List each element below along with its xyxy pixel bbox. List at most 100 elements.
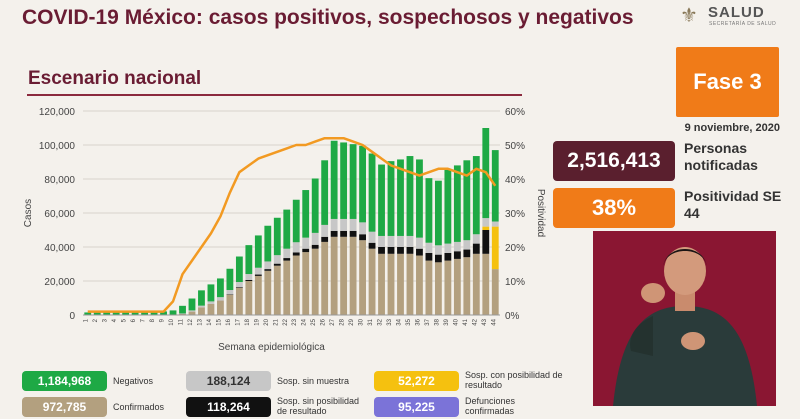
- bar-segment: [188, 298, 196, 311]
- bar-segment: [406, 156, 414, 236]
- bar-segment: [273, 263, 281, 266]
- bar-segment: [226, 294, 234, 315]
- bar-segment: [387, 235, 395, 247]
- y2-tick-label: 30%: [505, 209, 525, 220]
- bar-segment: [453, 241, 461, 252]
- bar-segment: [416, 255, 423, 315]
- bar-segment: [131, 311, 139, 315]
- bar-segment: [254, 275, 262, 315]
- bar-segment: [311, 232, 319, 245]
- x-tick-label: 36: [415, 318, 421, 325]
- bar-segment: [416, 159, 423, 238]
- x-tick-label: 10: [169, 318, 175, 325]
- bar-segment: [482, 218, 490, 227]
- x-tick-label: 5: [122, 318, 128, 322]
- bar-segment: [160, 311, 167, 315]
- bar-segment: [387, 161, 395, 236]
- y2-axis-title: Positividad: [535, 189, 546, 237]
- bar-segment: [122, 311, 130, 315]
- bar-segment: [434, 262, 442, 315]
- bar-segment: [463, 240, 471, 250]
- bar-segment: [283, 260, 291, 315]
- bar-segment: [472, 253, 480, 315]
- bar-segment: [254, 267, 262, 275]
- bar-segment: [311, 178, 319, 233]
- x-tick-label: 41: [463, 318, 469, 325]
- bar-segment: [292, 255, 300, 315]
- bar-segment: [330, 140, 338, 219]
- x-tick-label: 24: [302, 318, 308, 325]
- stacked-bar-chart: 0 20,000 40,000 60,000 80,000 100,000 120,000 0…: [23, 107, 546, 353]
- x-tick-label: 40: [453, 318, 459, 325]
- phase-badge: Fase 3: [676, 47, 779, 117]
- bar-segment: [264, 225, 272, 262]
- bar-segment: [397, 253, 404, 315]
- bar-segment: [491, 226, 499, 270]
- x-axis-title: Semana epidemiológica: [218, 342, 325, 353]
- bar-segment: [340, 218, 348, 231]
- bar-segment: [330, 236, 338, 315]
- x-tick-label: 35: [406, 318, 412, 325]
- bar-segment: [378, 247, 385, 254]
- legend-value-suspected-no-sample: 188,124: [186, 371, 271, 391]
- x-tick-label: 23: [292, 318, 298, 325]
- bar-segment: [198, 307, 205, 315]
- x-tick-label: 28: [340, 318, 346, 325]
- bar-segment: [217, 297, 224, 301]
- bar-segment: [302, 190, 310, 238]
- bar-segment: [245, 274, 253, 280]
- y2-tick-label: 0%: [505, 311, 520, 322]
- bar-segment: [463, 257, 471, 315]
- title-underline: [27, 94, 522, 96]
- x-tick-label: 32: [378, 318, 384, 325]
- bar-segment: [264, 269, 272, 271]
- bar-segment: [453, 165, 461, 242]
- y2-tick-label: 10%: [505, 277, 525, 288]
- bar-segment: [264, 270, 272, 315]
- y2-tick-label: 60%: [505, 107, 525, 118]
- legend-label-negatives: Negativos: [113, 376, 154, 386]
- bar-segment: [453, 251, 461, 259]
- bar-segment: [425, 242, 433, 253]
- bar-segment: [292, 242, 300, 253]
- x-tick-label: 13: [197, 318, 203, 325]
- bar-segment: [368, 231, 376, 243]
- bar-segment: [349, 230, 357, 237]
- bar-segment: [235, 256, 243, 283]
- bar-segment: [254, 235, 262, 268]
- bar-segment: [425, 260, 433, 315]
- bar-segment: [93, 310, 101, 315]
- x-tick-label: 9: [160, 318, 166, 322]
- bar-segment: [463, 160, 471, 241]
- bar-segment: [406, 253, 414, 315]
- x-tick-label: 27: [330, 318, 336, 325]
- y2-tick-label: 50%: [505, 141, 525, 152]
- bar-segment: [179, 305, 186, 314]
- x-tick-label: 12: [188, 318, 194, 325]
- bar-segment: [425, 252, 433, 261]
- bar-segment: [482, 226, 490, 230]
- bar-segment: [169, 310, 177, 315]
- y-tick-label: 60,000: [44, 209, 75, 220]
- bar-segment: [302, 237, 310, 249]
- bar-segment: [416, 237, 423, 249]
- bar-segment: [321, 224, 329, 237]
- bar-segment: [340, 236, 348, 315]
- bar-segment: [141, 311, 149, 315]
- bar-segment: [378, 164, 385, 236]
- bar-segment: [397, 159, 404, 236]
- bar-segment: [491, 221, 499, 227]
- bar-segment: [302, 252, 310, 315]
- bar-segment: [188, 311, 196, 315]
- bar-segment: [112, 311, 120, 315]
- x-tick-label: 43: [482, 318, 488, 325]
- bar-segment: [434, 180, 442, 246]
- legend-label-suspected-with-result: Sosp. con posibilidad de resultado: [465, 370, 563, 390]
- bar-segment: [397, 247, 404, 254]
- positivity-line: [87, 136, 497, 313]
- x-tick-label: 38: [434, 318, 440, 325]
- positivity-label: Positividad SE 44: [684, 188, 782, 221]
- bar-segment: [273, 265, 281, 315]
- bar-segment: [283, 248, 291, 259]
- x-tick-label: 16: [226, 318, 232, 325]
